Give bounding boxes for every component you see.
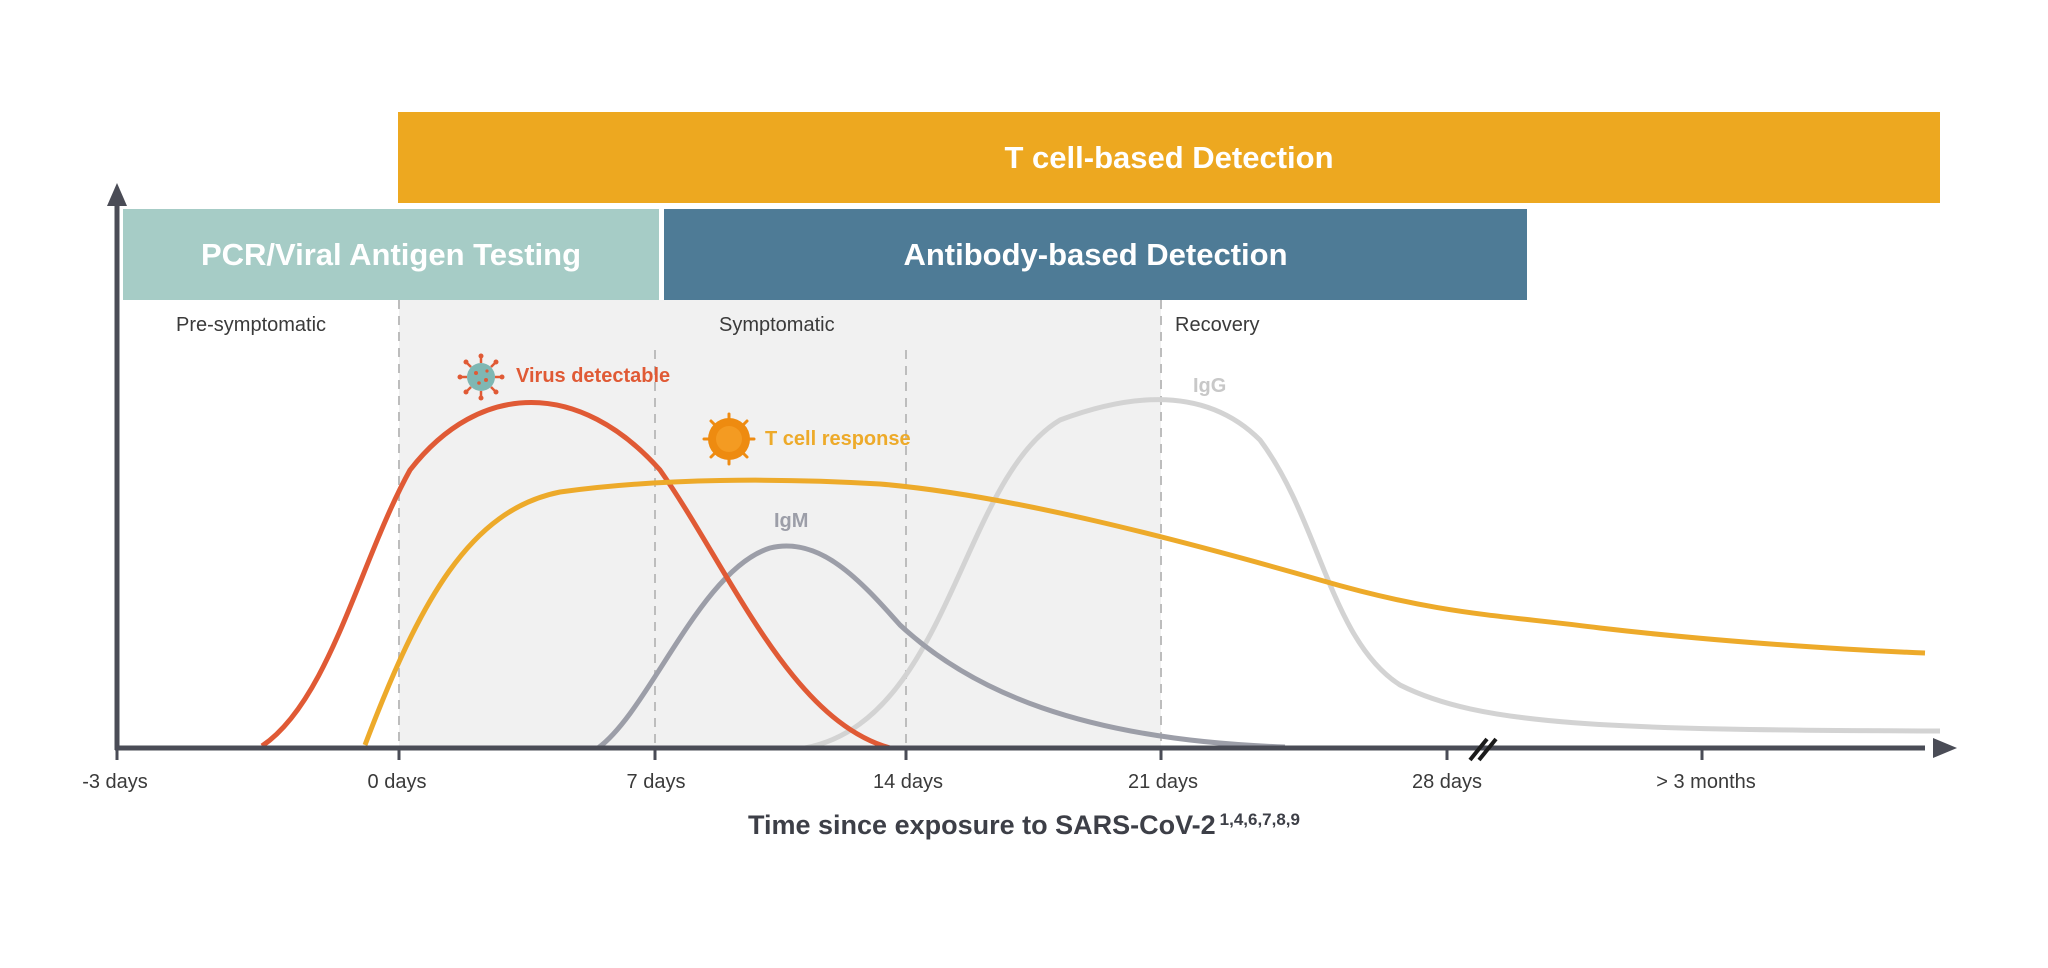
axis-break-icon bbox=[1468, 737, 1498, 762]
day-guides bbox=[398, 300, 1162, 748]
t-cell-label: T cell response bbox=[765, 428, 911, 450]
x-axis-title: Time since exposure to SARS-CoV-2 1,4,6,7… bbox=[0, 810, 2048, 841]
x-tick-label: 28 days bbox=[1411, 771, 1483, 793]
antibody-detection-band: Antibody-based Detection bbox=[664, 209, 1527, 300]
axes bbox=[107, 183, 1957, 762]
x-ticks bbox=[115, 748, 1704, 760]
y-axis-arrow bbox=[107, 183, 127, 206]
x-tick-label: 21 days bbox=[1127, 771, 1199, 793]
pcr-testing-band: PCR/Viral Antigen Testing bbox=[123, 209, 659, 300]
virus-icon bbox=[457, 353, 505, 401]
x-tick-label: 7 days bbox=[626, 771, 686, 793]
virus-label: Virus detectable bbox=[516, 365, 671, 387]
phase-pre-symptomatic: Pre-symptomatic bbox=[176, 314, 327, 336]
x-axis-arrow bbox=[1933, 738, 1957, 758]
phase-recovery: Recovery bbox=[1175, 314, 1260, 336]
igg-curve bbox=[804, 397, 1941, 751]
t-cell-detection-band: T cell-based Detection bbox=[398, 112, 1940, 203]
x-tick-label: -3 days bbox=[82, 771, 148, 793]
x-axis-title-text: Time since exposure to SARS-CoV-2 bbox=[748, 810, 1216, 840]
symptomatic-region bbox=[399, 300, 1161, 748]
x-tick-label: 14 days bbox=[872, 771, 944, 793]
x-tick-label: > 3 months bbox=[1656, 771, 1756, 793]
x-tick-label: 0 days bbox=[367, 771, 427, 793]
igg-label: IgG bbox=[1193, 375, 1227, 397]
igm-curve bbox=[596, 543, 1286, 751]
t-cell-curve bbox=[362, 477, 1926, 746]
phase-symptomatic: Symptomatic bbox=[719, 314, 835, 336]
igm-label: IgM bbox=[774, 510, 809, 532]
x-axis-references: 1,4,6,7,8,9 bbox=[1219, 810, 1300, 829]
virus-curve bbox=[260, 400, 891, 751]
t-cell-icon bbox=[702, 412, 756, 466]
